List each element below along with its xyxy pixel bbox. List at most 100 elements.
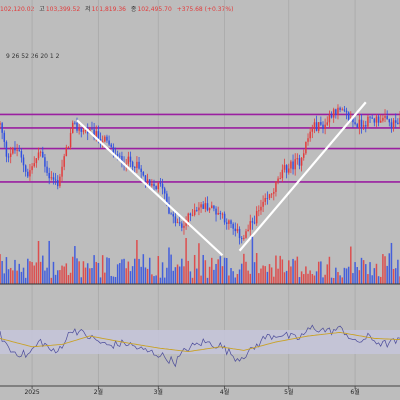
volume-bar: [375, 263, 378, 284]
volume-bar: [326, 264, 329, 284]
volume-bar: [330, 277, 333, 284]
volume-bar: [275, 255, 277, 284]
candle-body: [270, 193, 273, 195]
candle-body: [78, 128, 80, 131]
volume-bar: [110, 275, 112, 284]
volume-bar: [50, 277, 53, 284]
volume-bar: [112, 276, 115, 284]
volume-bar: [191, 277, 194, 284]
volume-bar: [211, 257, 213, 284]
candle-body: [86, 130, 89, 134]
volume-bar: [31, 262, 33, 284]
candle-body: [258, 210, 260, 212]
candle-body: [345, 110, 348, 113]
volume-bar: [71, 256, 74, 284]
candle-body: [380, 120, 382, 123]
candle-body: [324, 124, 326, 129]
volume-bar: [296, 256, 299, 284]
candle-body: [33, 163, 35, 167]
volume-bar: [178, 266, 181, 284]
candle-body: [337, 107, 339, 115]
volume-bar: [101, 255, 104, 284]
candle-body: [84, 130, 87, 131]
candle-body: [249, 221, 252, 230]
candle-body: [101, 141, 104, 143]
candle-body: [367, 116, 369, 127]
volume-bar: [294, 260, 296, 284]
candle-body: [268, 194, 271, 199]
candle-body: [121, 156, 123, 164]
candle-body: [65, 147, 68, 157]
volume-bar: [386, 265, 388, 284]
volume-bar: [322, 277, 324, 284]
volume-bar: [44, 270, 46, 284]
volume-bar: [339, 275, 341, 284]
volume-bar: [347, 266, 350, 284]
volume-bar: [307, 273, 309, 284]
candle-body: [369, 116, 371, 118]
candle-body: [161, 183, 164, 189]
volume-bar: [253, 262, 256, 284]
candle-body: [5, 141, 8, 157]
volume-bar: [281, 259, 284, 284]
candle-body: [273, 191, 275, 194]
candle-body: [50, 177, 53, 179]
volume-bar: [37, 240, 40, 284]
candle-body: [375, 116, 378, 123]
volume-bar: [39, 261, 42, 284]
candle-body: [163, 188, 166, 194]
volume-bar: [221, 266, 224, 284]
candle-body: [281, 169, 284, 179]
candle-body: [110, 144, 112, 147]
volume-bar: [270, 267, 273, 284]
volume-bar: [181, 258, 183, 284]
volume-bar: [1, 261, 3, 284]
volume-bar: [236, 274, 239, 284]
candle-body: [392, 120, 395, 129]
candle-body: [302, 153, 305, 158]
volume-bar: [0, 254, 1, 284]
volume-bar: [200, 275, 202, 284]
volume-bar: [151, 274, 153, 284]
candle-body: [42, 151, 44, 158]
candle-body: [397, 122, 399, 125]
candle-body: [285, 165, 288, 173]
candle-body: [24, 165, 27, 172]
volume-bar: [172, 270, 175, 284]
candle-body: [183, 225, 185, 228]
volume-bar: [5, 257, 8, 284]
volume-bar: [61, 265, 63, 284]
volume-bar: [217, 259, 219, 284]
volume-bar: [234, 277, 237, 284]
candle-body: [322, 124, 324, 129]
candle-body: [168, 203, 170, 214]
volume-bar: [176, 264, 179, 284]
volume-bar: [74, 246, 76, 284]
volume-bar: [309, 270, 311, 284]
volume-bar: [3, 273, 6, 284]
candle-body: [253, 222, 256, 224]
volume-bar: [33, 265, 35, 284]
candle-body: [22, 157, 25, 166]
candle-body: [238, 228, 241, 239]
volume-bar: [89, 268, 91, 284]
volume-bar: [159, 277, 162, 284]
volume-bar: [163, 277, 166, 284]
volume-bar: [262, 265, 264, 284]
candle-body: [225, 222, 228, 224]
volume-bar: [360, 257, 363, 284]
candle-body: [373, 118, 376, 123]
candle-body: [91, 128, 93, 130]
candle-body: [262, 201, 264, 207]
candle-body: [74, 122, 76, 124]
candle-body: [245, 231, 247, 238]
candle-body: [166, 193, 168, 204]
candle-body: [16, 150, 18, 151]
volume-bar: [142, 254, 145, 284]
volume-bar: [365, 264, 367, 284]
candle-body: [305, 141, 307, 154]
candle-body: [181, 223, 183, 228]
candle-body: [48, 172, 50, 179]
candle-body: [3, 132, 6, 142]
candle-body: [377, 116, 380, 123]
